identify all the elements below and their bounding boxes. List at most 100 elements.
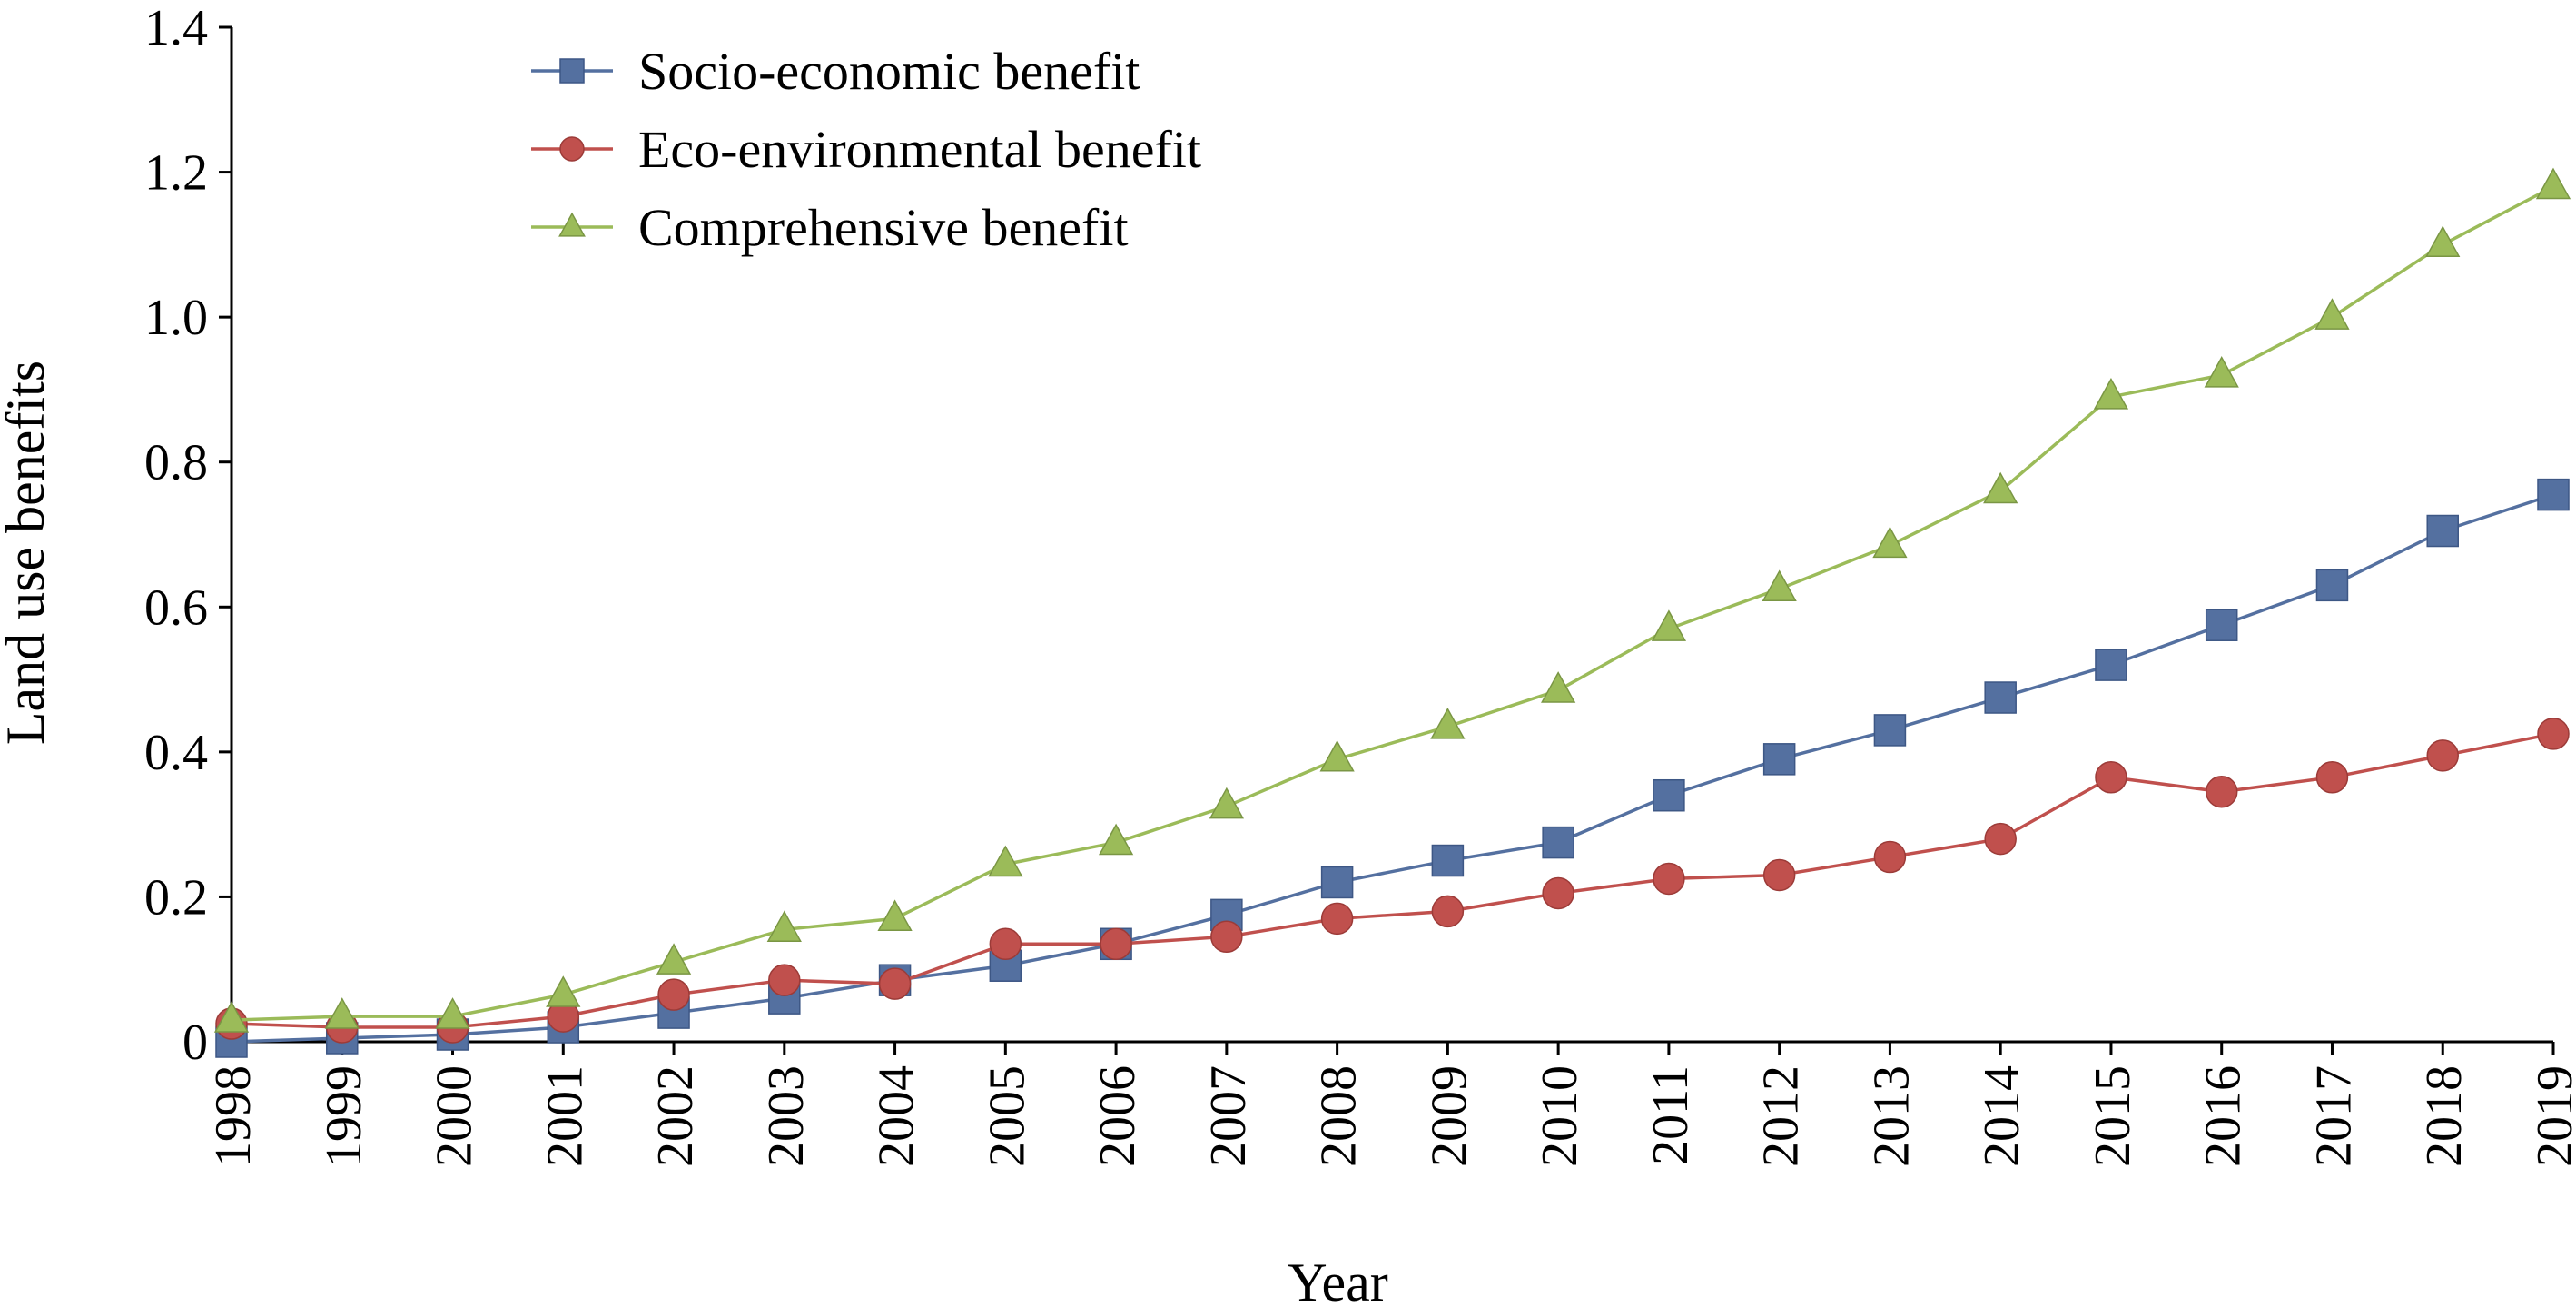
y-tick-label: 0.2 — [144, 869, 208, 926]
x-tick-label: 2016 — [2196, 1065, 2252, 1167]
data-point — [2314, 298, 2350, 330]
legend-item: Comprehensive benefit — [531, 198, 1129, 257]
x-tick-label: 2011 — [1643, 1065, 1699, 1165]
x-tick-label: 2017 — [2305, 1065, 2362, 1167]
data-point — [324, 997, 360, 1029]
series-triangle — [213, 167, 2571, 1033]
x-tick-label: 2015 — [2085, 1065, 2141, 1167]
data-point — [2537, 478, 2570, 511]
data-point — [1431, 895, 1465, 928]
data-point — [1762, 569, 1797, 602]
data-point — [1873, 840, 1907, 874]
series-square — [215, 478, 2570, 1058]
data-point — [1542, 876, 1574, 910]
data-point — [766, 910, 802, 943]
y-tick-label: 1.0 — [144, 290, 208, 346]
data-point — [657, 978, 690, 1011]
data-point — [768, 964, 801, 996]
data-point — [2425, 225, 2461, 258]
data-point — [2426, 739, 2459, 772]
x-tick-label: 2004 — [869, 1065, 925, 1167]
data-point — [1984, 822, 2017, 856]
y-tick-label: 0.8 — [144, 435, 208, 491]
legend-marker — [559, 136, 585, 162]
data-point — [2315, 569, 2349, 602]
data-point — [2093, 377, 2129, 410]
data-point — [2095, 761, 2127, 794]
y-tick-label: 1.2 — [144, 145, 208, 202]
data-point — [2204, 356, 2239, 388]
data-point — [1873, 714, 1907, 747]
data-point — [435, 997, 470, 1029]
x-tick-label: 2019 — [2527, 1065, 2576, 1167]
data-point — [2095, 649, 2127, 681]
legend-label: Comprehensive benefit — [638, 198, 1129, 257]
x-tick-label: 2018 — [2416, 1065, 2472, 1167]
data-point — [1320, 902, 1354, 936]
data-point — [1541, 671, 1576, 703]
data-point — [1542, 826, 1574, 859]
data-point — [546, 975, 581, 1007]
data-point — [989, 927, 1022, 961]
x-tick-label: 2000 — [427, 1065, 483, 1167]
y-tick-label: 1.4 — [144, 0, 208, 56]
data-point — [2315, 761, 2349, 794]
series-line — [231, 732, 2554, 1029]
x-tick-label: 1998 — [205, 1065, 262, 1167]
data-point — [2426, 514, 2459, 548]
data-point — [1098, 823, 1134, 856]
data-point — [1209, 787, 1244, 819]
legend-item: Socio-economic benefit — [531, 42, 1140, 101]
data-point — [1100, 927, 1132, 961]
x-tick-label: 2006 — [1090, 1065, 1146, 1167]
data-point — [2537, 718, 2570, 750]
data-point — [1320, 866, 1354, 899]
x-tick-label: 2001 — [537, 1065, 593, 1167]
series-line — [231, 492, 2554, 1044]
axes — [230, 27, 2553, 1044]
data-point — [2205, 609, 2238, 641]
legend: Socio-economic benefit Eco-environmental … — [531, 42, 1201, 257]
data-point — [1210, 920, 1243, 954]
x-axis-ticks: 1998 1999 2000 2001 2002 2003 2004 2005 2006 2007… — [205, 1042, 2576, 1167]
legend-item: Eco-environmental benefit — [531, 120, 1201, 179]
x-tick-label: 2009 — [1421, 1065, 1477, 1167]
y-axis-label: Land use benefits — [0, 361, 55, 745]
data-point — [1653, 862, 1685, 896]
x-tick-label: 2010 — [1532, 1065, 1588, 1167]
data-point — [1431, 844, 1465, 877]
series-line — [231, 184, 2554, 1022]
legend-marker — [559, 58, 585, 84]
x-tick-label: 2012 — [1753, 1065, 1810, 1167]
legend-label: Socio-economic benefit — [638, 42, 1140, 101]
data-point — [656, 943, 692, 975]
data-point — [877, 899, 913, 932]
data-point — [1430, 708, 1466, 739]
x-tick-label: 2014 — [1974, 1065, 2030, 1167]
y-tick-label: 0 — [183, 1015, 208, 1071]
data-point — [1872, 526, 1908, 559]
x-tick-label: 2005 — [979, 1065, 1035, 1167]
data-point — [1984, 681, 2017, 714]
data-point — [2205, 775, 2238, 808]
data-point — [1762, 743, 1796, 776]
x-tick-label: 2002 — [647, 1065, 704, 1167]
y-tick-label: 0.6 — [144, 579, 208, 636]
data-point — [1653, 778, 1685, 812]
series-circle — [215, 718, 2570, 1044]
x-tick-label: 2013 — [1863, 1065, 1920, 1167]
data-point — [1762, 858, 1796, 892]
legend-label: Eco-environmental benefit — [638, 120, 1201, 179]
y-axis-ticks: 0 0.2 0.4 0.6 0.8 1.0 1.2 1.4 — [144, 0, 232, 1071]
data-point — [2535, 167, 2571, 200]
x-tick-label: 2003 — [758, 1065, 814, 1167]
x-axis-label: Year — [1288, 1253, 1388, 1307]
data-point — [213, 1001, 250, 1033]
legend-marker — [558, 212, 586, 237]
data-point — [1983, 471, 2018, 504]
series-layer — [213, 167, 2571, 1058]
data-point — [878, 967, 912, 1000]
x-tick-label: 1999 — [316, 1065, 372, 1167]
x-tick-label: 2008 — [1311, 1065, 1367, 1167]
